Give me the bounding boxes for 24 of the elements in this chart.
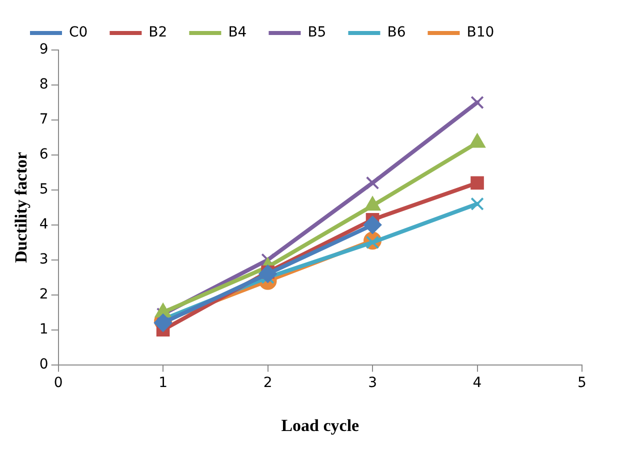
y-tick-label: 7 — [39, 112, 48, 128]
y-tick-label: 9 — [39, 42, 48, 58]
y-tick-label: 3 — [39, 252, 48, 268]
legend-label: B2 — [148, 24, 168, 41]
y-axis-title: Ductility factor — [12, 151, 31, 263]
y-tick-label: 5 — [39, 182, 48, 198]
y-tick-label: 1 — [39, 321, 48, 338]
x-tick-label: 2 — [263, 374, 272, 391]
legend-label: B4 — [228, 24, 247, 41]
x-tick-label: 1 — [158, 374, 168, 391]
x-axis-title: Load cycle — [281, 416, 360, 436]
x-tick-label: 4 — [472, 374, 482, 391]
y-tick-label: 4 — [39, 216, 48, 233]
x-tick-label: 5 — [578, 374, 586, 391]
y-tick-label: 0 — [39, 356, 48, 372]
x-tick-label: 0 — [54, 374, 63, 391]
legend-label: C0 — [69, 24, 88, 41]
x-tick-label: 3 — [368, 374, 377, 391]
legend-label: B5 — [308, 24, 326, 41]
y-tick-label: 6 — [39, 146, 48, 163]
legend-label: B10 — [466, 24, 494, 41]
y-tick-label: 8 — [39, 76, 48, 93]
y-tick-label: 2 — [39, 286, 48, 302]
legend-label: B6 — [387, 24, 406, 41]
